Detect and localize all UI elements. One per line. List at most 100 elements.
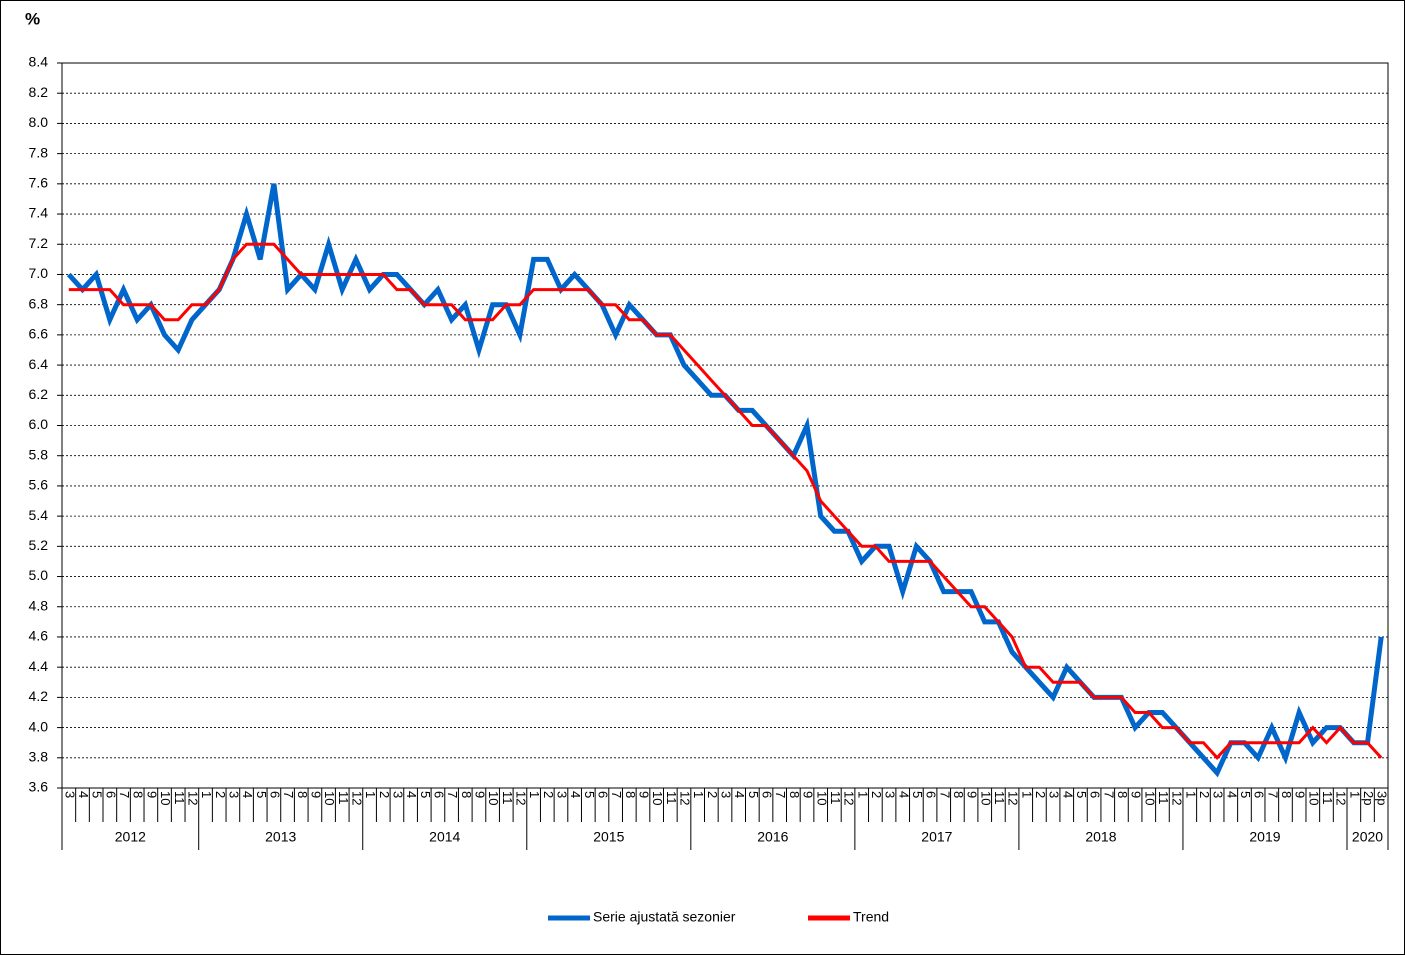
x-tick-label: 3 <box>719 791 734 798</box>
group-label: 2013 <box>265 829 296 845</box>
x-tick-label: 2 <box>1197 791 1212 798</box>
x-tick-label: 12 <box>678 791 693 805</box>
x-tick-label: 7 <box>1101 791 1116 798</box>
x-tick-label: 6 <box>103 791 118 798</box>
x-tick-label: 10 <box>158 791 173 805</box>
y-tick-label: 3.6 <box>29 779 49 795</box>
x-tick-label: 5 <box>1074 791 1089 798</box>
x-tick-label: 9 <box>1129 791 1144 798</box>
group-label: 2018 <box>1085 829 1116 845</box>
x-tick-label: 11 <box>828 791 843 805</box>
legend-label: Serie ajustată sezonier <box>593 909 736 925</box>
x-tick-label: 11 <box>664 791 679 805</box>
y-tick-label: 5.2 <box>29 537 49 553</box>
x-tick-label: 5 <box>746 791 761 798</box>
x-tick-label: 3 <box>62 791 77 798</box>
x-tick-label: 6 <box>431 791 446 798</box>
x-tick-label: 4 <box>732 791 747 798</box>
x-tick-label: 8 <box>459 791 474 798</box>
x-tick-label: 5 <box>254 791 269 798</box>
x-tick-label: 12 <box>1170 791 1185 805</box>
x-tick-label: 12 <box>842 791 857 805</box>
x-tick-label: 12 <box>514 791 529 805</box>
x-tick-label: 12 <box>349 791 364 805</box>
x-tick-label: 9 <box>801 791 816 798</box>
x-tick-label: 9 <box>144 791 159 798</box>
group-label: 2016 <box>757 829 788 845</box>
y-tick-label: 5.6 <box>29 477 49 493</box>
x-tick-label: 4 <box>896 791 911 798</box>
y-tick-label: 4.6 <box>29 628 49 644</box>
y-tick-label: 4.2 <box>29 688 49 704</box>
x-tick-label: 3 <box>1047 791 1062 798</box>
y-tick-label: 5.4 <box>29 507 49 523</box>
y-tick-label: 7.6 <box>29 175 49 191</box>
plot-border <box>61 62 1389 789</box>
x-tick-label: 4 <box>1060 791 1075 798</box>
y-tick-label: 8.0 <box>29 114 49 130</box>
x-tick-label: 1 <box>691 791 706 798</box>
x-tick-label: 9 <box>1293 791 1308 798</box>
x-tick-label: 10 <box>814 791 829 805</box>
y-tick-label: 4.4 <box>29 658 49 674</box>
x-tick-label: 6 <box>1252 791 1267 798</box>
y-tick-label: 7.8 <box>29 144 49 160</box>
y-tick-label: 5.8 <box>29 446 49 462</box>
x-tick-label: 3 <box>390 791 405 798</box>
x-tick-label: 8 <box>1115 791 1130 798</box>
group-label: 2020 <box>1352 829 1383 845</box>
x-tick-label: 7 <box>281 791 296 798</box>
x-tick-label: 8 <box>131 791 146 798</box>
x-tick-label: 1 <box>1019 791 1034 798</box>
x-tick-label: 2 <box>869 791 884 798</box>
x-tick-label: 6 <box>760 791 775 798</box>
y-tick-label: 6.0 <box>29 416 49 432</box>
y-axis-label: % <box>25 9 40 28</box>
x-tick-label: 11 <box>500 791 515 805</box>
x-tick-label: 5 <box>90 791 105 798</box>
x-tick-label: 6 <box>267 791 282 798</box>
group-label: 2012 <box>115 829 146 845</box>
y-tick-label: 6.6 <box>29 326 49 342</box>
x-tick-label: 10 <box>322 791 337 805</box>
x-tick-label: 12 <box>1334 791 1349 805</box>
x-tick-label: 3 <box>883 791 898 798</box>
x-tick-label: 9 <box>637 791 652 798</box>
x-tick-label: 8 <box>1279 791 1294 798</box>
x-tick-label: 4 <box>404 791 419 798</box>
x-tick-label: 4 <box>1224 791 1239 798</box>
x-tick-label: 11 <box>1156 791 1171 805</box>
x-tick-label: 7 <box>773 791 788 798</box>
x-tick-label: 7 <box>1265 791 1280 798</box>
x-tick-label: 1 <box>1183 791 1198 798</box>
x-tick-label: 6 <box>924 791 939 798</box>
x-tick-label: 7 <box>609 791 624 798</box>
group-label: 2019 <box>1249 829 1280 845</box>
y-tick-label: 5.0 <box>29 567 49 583</box>
x-tick-label: 3 <box>1211 791 1226 798</box>
x-tick-label: 6 <box>1088 791 1103 798</box>
x-tick-label: 11 <box>172 791 187 805</box>
x-tick-label: 2 <box>213 791 228 798</box>
x-tick-label: 1 <box>855 791 870 798</box>
x-tick-label: 10 <box>1142 791 1157 805</box>
y-tick-label: 6.4 <box>29 356 49 372</box>
x-tick-label: 5 <box>1238 791 1253 798</box>
x-tick-label: 11 <box>336 791 351 805</box>
x-tick-label: 10 <box>650 791 665 805</box>
y-tick-label: 8.2 <box>29 84 49 100</box>
y-tick-label: 4.0 <box>29 718 49 734</box>
x-tick-label: 1 <box>363 791 378 798</box>
x-tick-label: 2 <box>705 791 720 798</box>
x-tick-label: 11 <box>992 791 1007 805</box>
x-tick-label: 9 <box>473 791 488 798</box>
x-tick-label: 3 <box>226 791 241 798</box>
y-tick-label: 7.0 <box>29 265 49 281</box>
x-tick-label: 11 <box>1320 791 1335 805</box>
x-tick-label: 8 <box>787 791 802 798</box>
y-tick-label: 4.8 <box>29 597 49 613</box>
x-tick-label: 2 <box>541 791 556 798</box>
plot-area <box>62 63 1388 788</box>
y-tick-label: 6.8 <box>29 295 49 311</box>
